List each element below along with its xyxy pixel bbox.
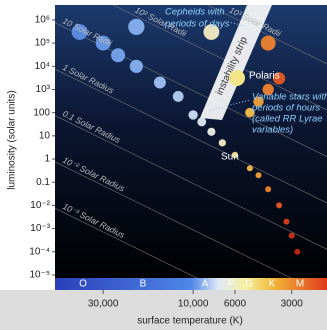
y-tick-label: 10⁵ (35, 38, 50, 49)
spectral-class: M (296, 279, 304, 290)
spectral-class: G (245, 279, 253, 290)
sun-label: Sun (221, 152, 239, 163)
star (289, 233, 295, 239)
star (173, 91, 184, 102)
star (276, 202, 282, 208)
star (261, 36, 276, 51)
x-tick-label: 30,000 (88, 299, 119, 310)
spectral-class: F (228, 279, 234, 290)
spectral-class: O (79, 279, 87, 290)
x-axis-title: surface temperature (K) (137, 316, 243, 327)
x-tick-label: 3000 (281, 299, 304, 310)
star (265, 186, 271, 192)
star (188, 110, 197, 119)
star (256, 172, 262, 178)
x-tick-label: 10,000 (178, 299, 209, 310)
star (128, 19, 144, 35)
star (130, 60, 143, 73)
spectral-class: K (269, 279, 276, 290)
spectral-class: A (202, 279, 209, 290)
star (207, 128, 215, 136)
x-tick-label: 6000 (224, 299, 247, 310)
star (219, 139, 226, 146)
star (111, 48, 125, 62)
y-tick-label: 10 (39, 130, 51, 141)
rrlyrae-note: variables) (252, 125, 293, 136)
chart: instability strip Polaris Sun Cepheids w… (0, 0, 327, 330)
polaris-star (229, 70, 245, 86)
star (283, 219, 289, 225)
y-axis-title: luminosity (solar units) (7, 90, 18, 189)
y-tick-label: 10⁻⁵ (29, 270, 50, 281)
spectral-bar (55, 278, 327, 290)
y-tick-label: 10⁻⁴ (29, 246, 50, 257)
rrlyrae-note: periods of hours (251, 103, 320, 114)
polaris-label: Polaris (249, 71, 280, 82)
y-tick-label: 100 (33, 107, 50, 118)
y-tick-label: 10⁻³ (30, 223, 50, 234)
cepheid-note: Cepheids with (165, 7, 225, 18)
y-tick-label: 10³ (36, 84, 51, 95)
y-tick-label: 10⁻² (30, 200, 50, 211)
star (154, 77, 166, 89)
y-tick-label: 0.1 (36, 177, 50, 188)
spectral-class: B (140, 279, 147, 290)
plot-area (55, 5, 327, 278)
rrlyrae-note: Variable stars with (252, 92, 327, 103)
y-tick-label: 10⁶ (35, 15, 50, 26)
y-tick-label: 10⁴ (35, 61, 50, 72)
rrlyrae-note: (called RR Lyrae (252, 114, 323, 125)
star (294, 249, 300, 255)
y-tick-label: 1 (44, 154, 50, 165)
star (247, 165, 253, 171)
star (197, 117, 206, 126)
